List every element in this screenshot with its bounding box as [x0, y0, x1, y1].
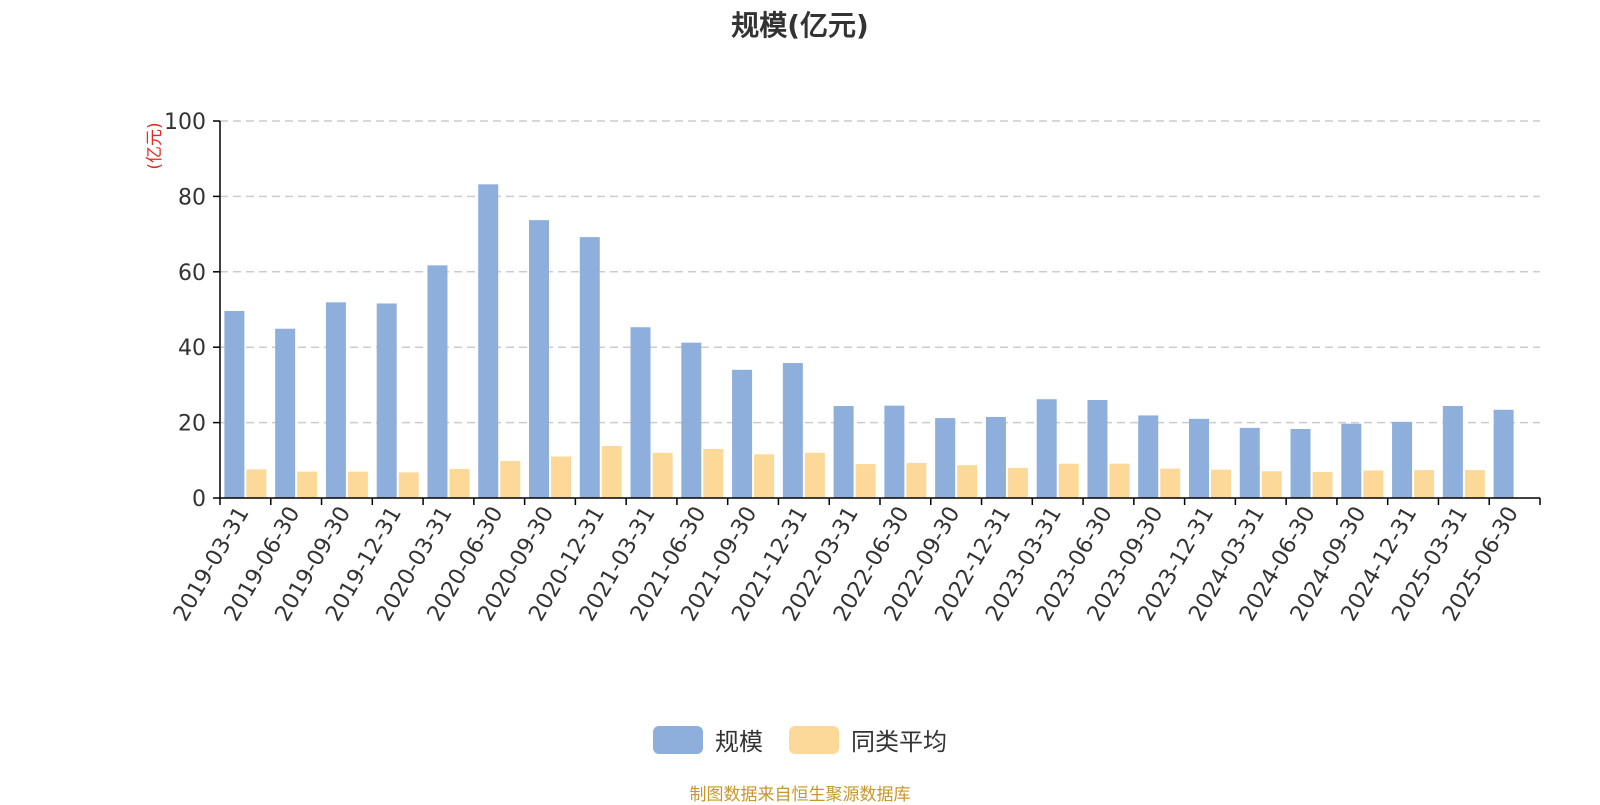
- gridlines: [220, 120, 1540, 424]
- bar-peer-average: [449, 468, 470, 498]
- y-tick-label: 80: [178, 185, 206, 210]
- bar-peer-average: [804, 452, 825, 498]
- legend-swatch-scale: [653, 725, 703, 754]
- bar-scale: [529, 220, 549, 498]
- legend-item-scale[interactable]: 规模: [653, 722, 763, 757]
- bar-scale: [275, 328, 296, 498]
- bar-peer-average: [1211, 469, 1231, 498]
- bar-peer-average: [1109, 463, 1130, 498]
- y-tick-label: 0: [192, 487, 206, 512]
- bar-peer-average: [551, 456, 571, 498]
- bar-peer-average: [957, 465, 978, 498]
- bar-scale: [681, 342, 702, 498]
- bar-peer-average: [398, 472, 419, 498]
- bar-scale: [427, 265, 448, 498]
- y-tick-label: 40: [178, 336, 206, 361]
- bar-peer-average: [754, 454, 775, 498]
- bar-peer-average: [906, 462, 927, 498]
- bar-scale: [1138, 415, 1159, 498]
- bar-scale: [732, 369, 753, 498]
- bar-scale: [1290, 429, 1311, 498]
- x-tick-labels: 2019-03-312019-06-302019-09-302019-12-31…: [169, 502, 1524, 625]
- bar-scale: [579, 237, 600, 498]
- bar-scale: [1036, 399, 1057, 498]
- bar-peer-average: [1261, 471, 1282, 498]
- bar-scale: [1442, 406, 1463, 498]
- source-note: 制图数据来自恒生聚源数据库: [689, 785, 911, 805]
- bar-peer-average: [1007, 467, 1028, 498]
- legend-label-peer-average: 同类平均: [851, 728, 947, 756]
- bar-peer-average: [703, 448, 724, 498]
- bar-scale: [1239, 427, 1260, 498]
- bar-scale: [884, 405, 905, 498]
- bar-scale: [935, 418, 956, 498]
- bar-scale: [1341, 423, 1362, 498]
- y-tick-labels: 0 20 40 60 80 100: [164, 110, 206, 512]
- bar-scale: [1493, 409, 1514, 498]
- bar-scale: [985, 416, 1006, 498]
- bar-peer-average: [500, 461, 521, 498]
- bar-peer-average: [1160, 468, 1181, 498]
- bars: [224, 184, 1514, 498]
- legend-label-scale: 规模: [715, 728, 763, 756]
- bar-scale: [325, 302, 346, 498]
- bar-scale: [782, 363, 803, 498]
- bar-scale: [1392, 421, 1413, 498]
- bar-scale: [1087, 399, 1108, 498]
- bar-peer-average: [1414, 470, 1435, 498]
- bar-peer-average: [1363, 470, 1384, 498]
- bar-peer-average: [246, 469, 267, 498]
- bar-scale: [630, 327, 651, 498]
- y-axis-unit-label: (亿元): [145, 122, 165, 169]
- y-tick-label: 20: [178, 412, 206, 437]
- bar-peer-average: [652, 452, 673, 498]
- bar-scale: [224, 311, 245, 498]
- bar-scale: [478, 184, 499, 498]
- bar-peer-average: [297, 471, 318, 498]
- legend: 规模 同类平均: [0, 722, 1600, 757]
- bar-peer-average: [1312, 471, 1333, 498]
- bar-peer-average: [1464, 470, 1485, 498]
- bar-peer-average: [1058, 463, 1079, 498]
- bar-scale: [376, 303, 397, 498]
- bar-peer-average: [855, 464, 876, 498]
- bar-peer-average: [347, 471, 368, 498]
- bar-scale: [833, 406, 854, 498]
- legend-item-peer-average[interactable]: 同类平均: [789, 722, 947, 757]
- y-tick-label: 100: [164, 110, 206, 135]
- y-tick-label: 60: [178, 261, 206, 286]
- chart-title: 规模(亿元): [731, 9, 869, 42]
- bar-peer-average: [601, 445, 622, 498]
- bar-scale: [1189, 418, 1209, 498]
- legend-swatch-peer-average: [789, 725, 839, 754]
- axes: [213, 120, 1541, 505]
